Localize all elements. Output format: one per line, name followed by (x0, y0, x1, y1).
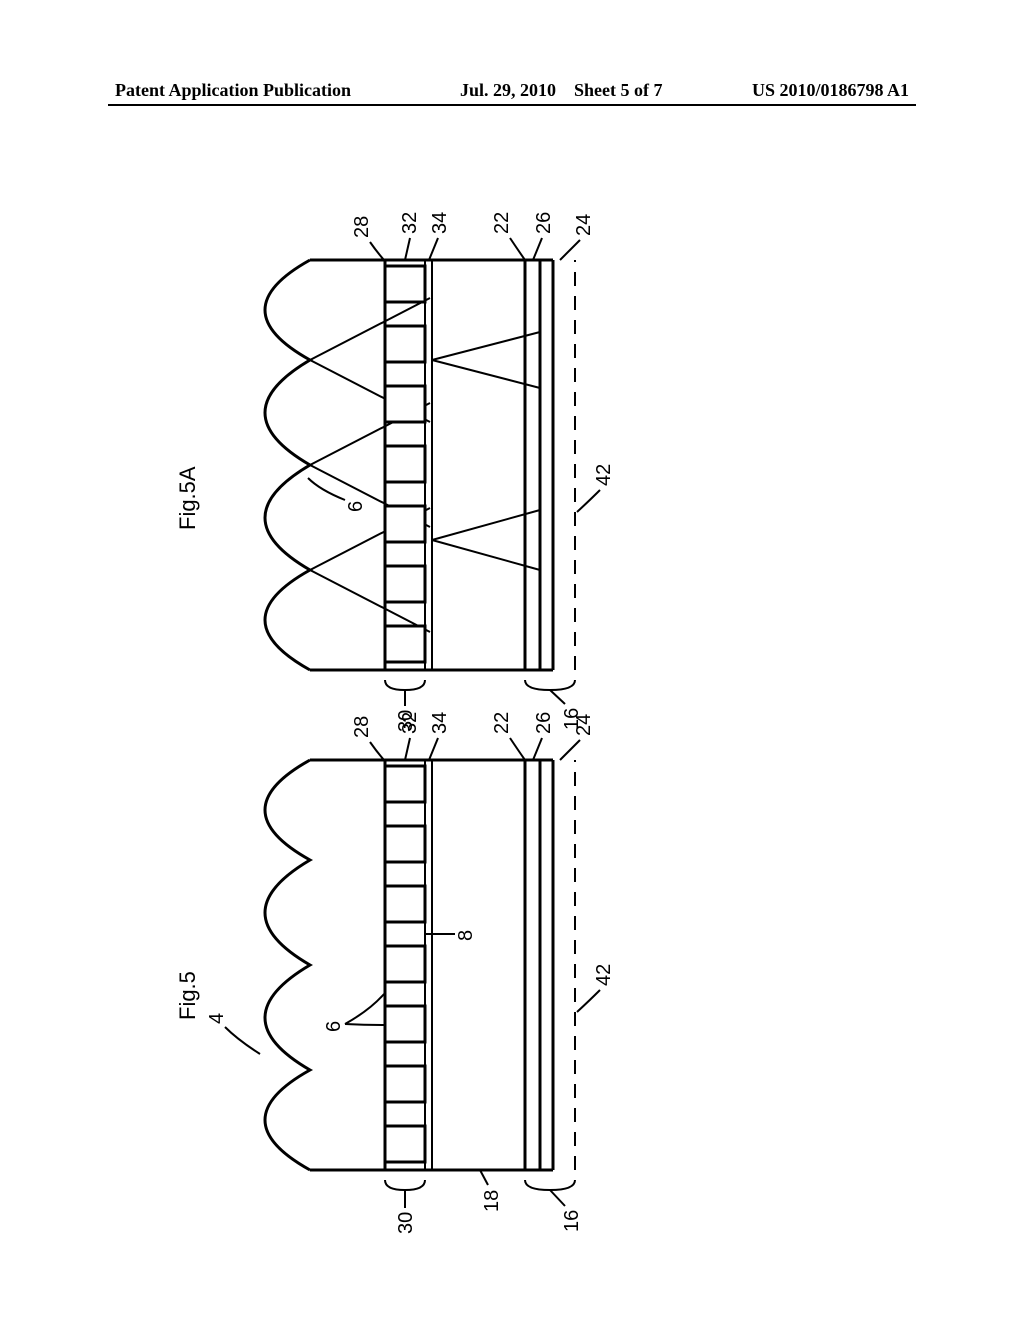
ref-22a: 22 (491, 212, 513, 234)
header-sheet: Sheet 5 of 7 (574, 80, 663, 100)
header-mid: Jul. 29, 2010 Sheet 5 of 7 (460, 80, 663, 101)
fig5a: 6 30 16 42 28 32 (265, 212, 615, 732)
ref-30: 30 (395, 1212, 417, 1234)
leader-26 (533, 738, 542, 760)
fig5-label: Fig.5 (175, 971, 200, 1020)
fig5a-label: Fig.5A (175, 466, 200, 530)
ref-6a: 6 (345, 501, 367, 512)
ref-18: 18 (481, 1190, 503, 1212)
leader-24a (560, 240, 580, 260)
ref-16: 16 (561, 1210, 583, 1232)
fig5a-bumps (265, 260, 310, 670)
brace-16a-tail (550, 690, 565, 704)
leader-18 (480, 1170, 488, 1185)
patent-figure-svg: Fig.5 Fig.5A 4 (0, 140, 1024, 1280)
leader-32 (405, 738, 410, 760)
leader-6 (345, 1024, 384, 1025)
ref-42a: 42 (593, 464, 615, 486)
brace-16-tail (550, 1190, 565, 1206)
ref-26: 26 (533, 712, 555, 734)
ref-32a: 32 (399, 212, 421, 234)
brace-16 (525, 1180, 575, 1190)
ref-16a: 16 (561, 708, 583, 730)
ref-34: 34 (429, 712, 451, 734)
leader-26a (533, 238, 542, 260)
header-date: Jul. 29, 2010 (460, 80, 556, 100)
ref-30a: 30 (395, 710, 417, 732)
ref-6: 6 (323, 1021, 345, 1032)
leader-28 (370, 742, 384, 760)
leader-22 (510, 738, 525, 760)
ref-28a: 28 (351, 216, 373, 238)
ref-4: 4 (206, 1013, 228, 1024)
leader-22a (510, 238, 525, 260)
ref-42: 42 (593, 964, 615, 986)
brace-30a (385, 680, 425, 690)
figure-area: Fig.5 Fig.5A 4 (0, 140, 1024, 1280)
ref-24a: 24 (573, 214, 595, 236)
brace-16a (525, 680, 575, 690)
ref-26a: 26 (533, 212, 555, 234)
ref-22: 22 (491, 712, 513, 734)
fig5-bumps (265, 760, 310, 1170)
leader-6b (345, 994, 384, 1024)
leader-24 (560, 740, 580, 760)
ref-8: 8 (455, 930, 477, 941)
ref-34a: 34 (429, 212, 451, 234)
brace-30 (385, 1180, 425, 1190)
leader-32a (405, 238, 410, 260)
fig5-rects (385, 766, 425, 1162)
leader-34a (429, 238, 438, 260)
leader-42 (577, 990, 600, 1012)
header-right: US 2010/0186798 A1 (752, 80, 909, 101)
fig5: 4 (206, 712, 615, 1234)
header-rule (108, 104, 916, 106)
ref-28: 28 (351, 716, 373, 738)
header-left: Patent Application Publication (115, 80, 351, 101)
patent-page: Patent Application Publication Jul. 29, … (0, 0, 1024, 1320)
leader-28a (370, 242, 384, 260)
leader-4 (225, 1027, 260, 1054)
leader-34 (429, 738, 438, 760)
fig5a-rects (385, 266, 425, 662)
rotated-drawing: Fig.5 Fig.5A 4 (175, 212, 615, 1234)
leader-42a (577, 490, 600, 512)
